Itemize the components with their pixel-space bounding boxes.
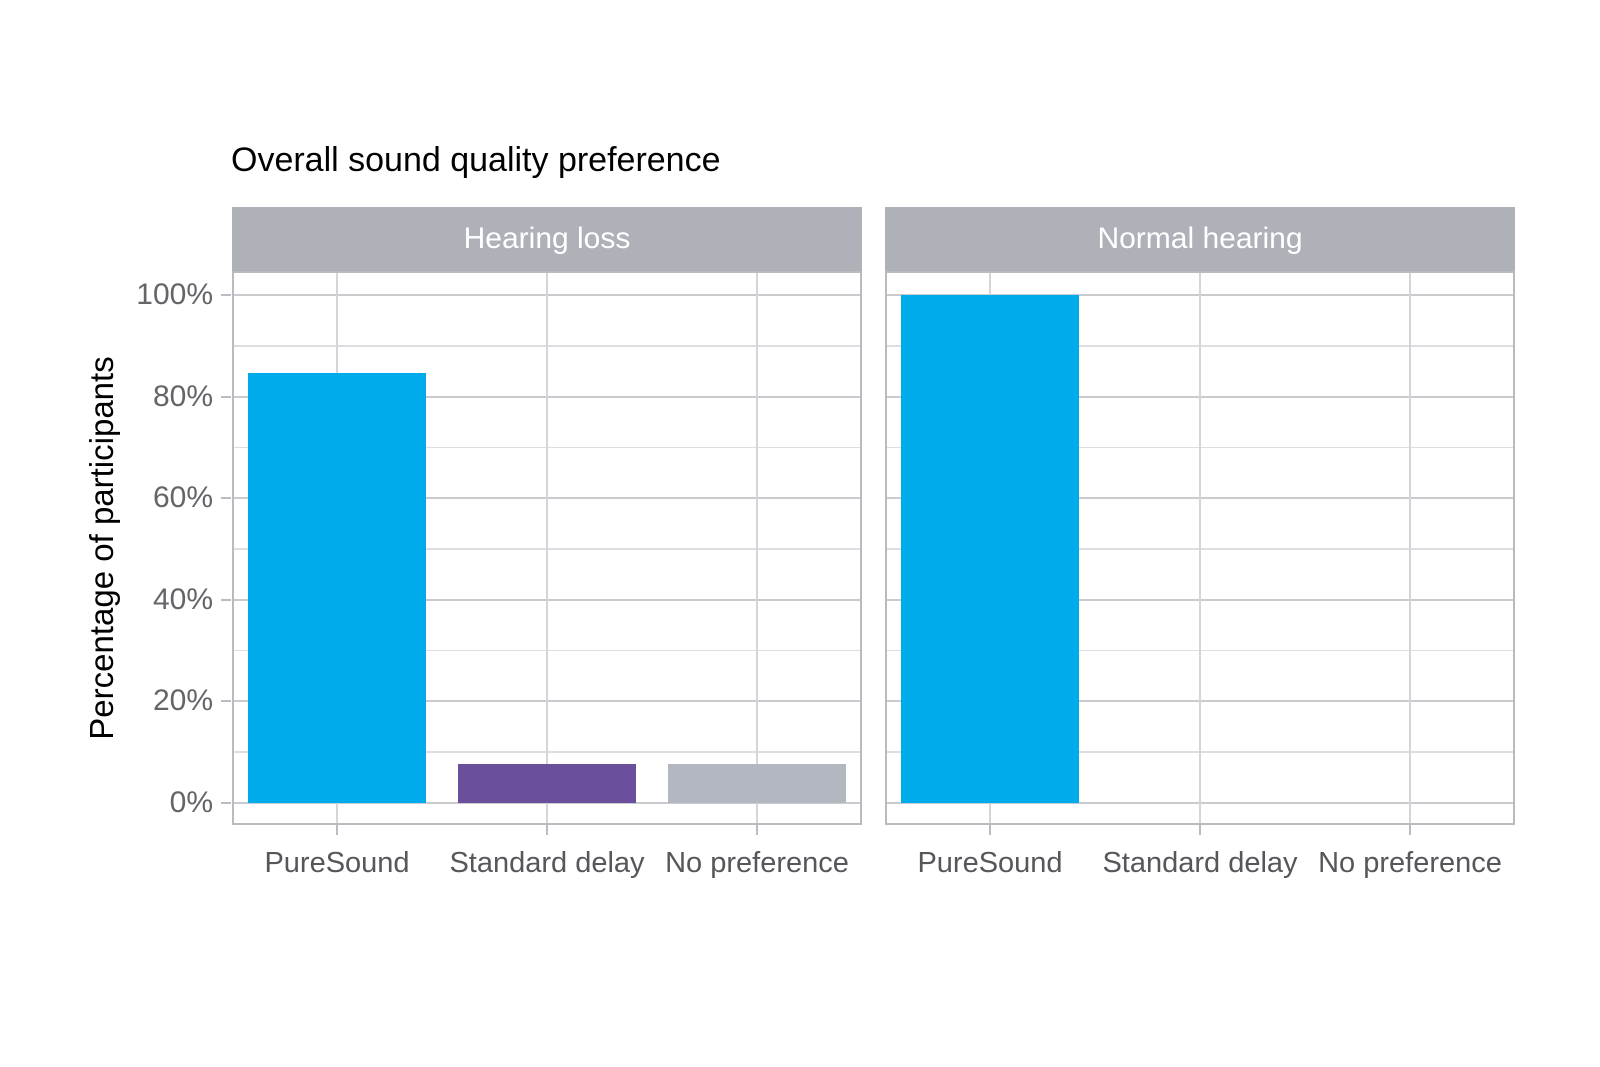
- y-axis-title: Percentage of participants: [83, 356, 120, 740]
- gridline-vertical: [756, 273, 758, 823]
- bar-puresound-hearing-loss: [248, 373, 426, 803]
- x-tick-mark: [1409, 825, 1411, 835]
- x-tick-mark: [756, 825, 758, 835]
- x-axis-label-standard-delay: Standard delay: [1102, 847, 1298, 879]
- bar-no-preference-hearing-loss: [668, 763, 846, 803]
- chart-title: Overall sound quality preference: [231, 141, 721, 179]
- y-tick-label: 40%: [152, 582, 213, 616]
- x-tick-mark: [1199, 825, 1201, 835]
- y-tick-label: 80%: [152, 379, 213, 413]
- x-axis-label-no-preference: No preference: [665, 847, 849, 879]
- gridline-vertical: [1409, 273, 1411, 823]
- y-tick-mark: [221, 294, 231, 296]
- facet-strip-normal-hearing: Normal hearing: [885, 207, 1515, 271]
- y-tick-mark: [221, 802, 231, 804]
- facet-panel-normal-hearing: Normal hearing PureSound Standard delay No …: [885, 207, 1515, 895]
- y-tick-label: 20%: [152, 684, 213, 718]
- x-tick-mark: [989, 825, 991, 835]
- y-tick-label: 100%: [136, 278, 213, 311]
- x-axis-label-puresound: PureSound: [264, 847, 410, 879]
- x-axis-label-no-preference: No preference: [1318, 847, 1502, 879]
- gridline-vertical: [1199, 273, 1201, 823]
- plot-area: [232, 271, 862, 825]
- x-tick-mark: [336, 825, 338, 835]
- facet-strip-hearing-loss: Hearing loss: [232, 207, 862, 271]
- y-tick-label: 60%: [152, 481, 213, 515]
- y-tick-label: 0%: [169, 786, 213, 819]
- gridline-vertical: [546, 273, 548, 823]
- facet-panel-hearing-loss: Hearing loss PureSound Standard delay No pr…: [232, 207, 862, 895]
- x-axis-label-puresound: PureSound: [917, 847, 1063, 879]
- y-tick-mark: [221, 700, 231, 703]
- x-tick-mark: [546, 825, 548, 835]
- y-tick-mark: [221, 395, 231, 398]
- x-axis-label-standard-delay: Standard delay: [449, 847, 645, 879]
- bar-standard-delay-hearing-loss: [458, 763, 636, 803]
- y-tick-mark: [221, 598, 231, 601]
- y-tick-mark: [221, 497, 231, 500]
- plot-area: [885, 271, 1515, 825]
- bar-puresound-normal-hearing: [901, 295, 1079, 803]
